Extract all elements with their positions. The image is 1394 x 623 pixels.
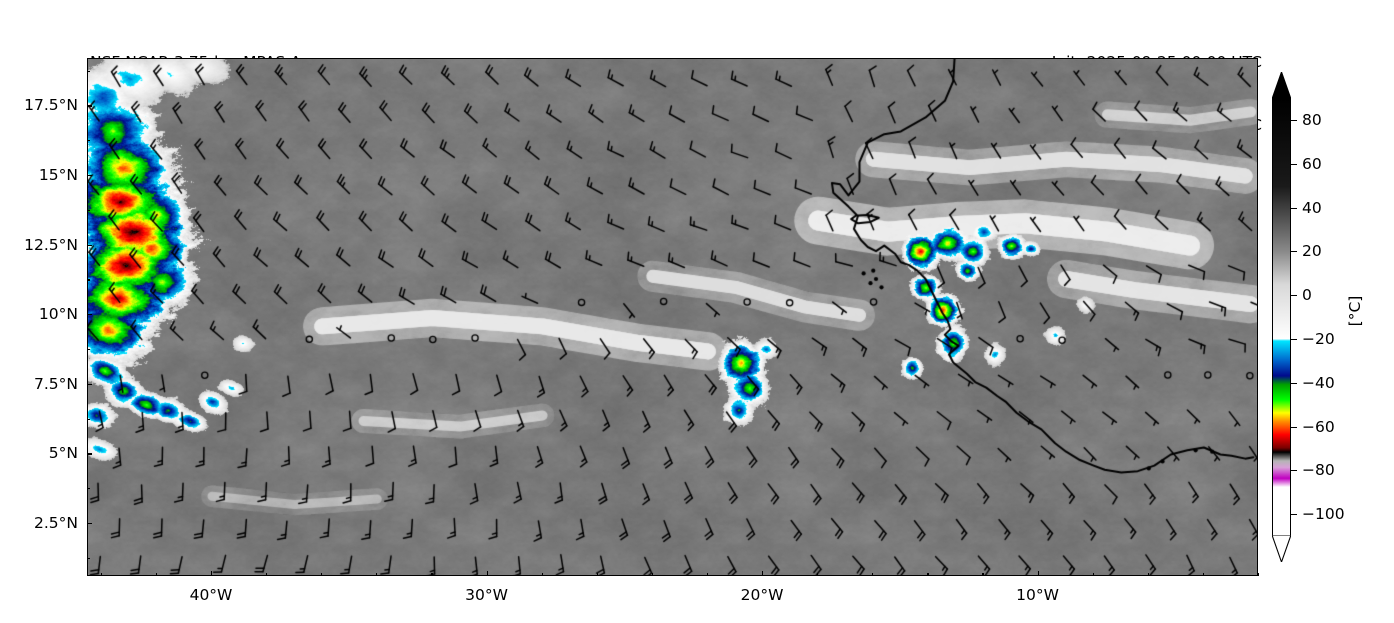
x-tick-label: 30°W [465, 586, 508, 604]
map-axes[interactable] [87, 58, 1258, 576]
y-tick-mark [87, 174, 92, 177]
y-minor-tick-mark [87, 279, 90, 281]
y-tick-label: 2.5°N [34, 514, 78, 533]
ir-brightness-temperature-raster [88, 59, 1257, 575]
colorbar-units-label: [°C] [1346, 295, 1364, 327]
colorbar-tick-mark [1291, 119, 1297, 122]
y-tick-mark [87, 453, 92, 455]
colorbar-tick-label: 60 [1302, 154, 1322, 173]
colorbar-tick-label: −80 [1302, 461, 1335, 480]
x-minor-tick-mark [651, 573, 654, 576]
colorbar-tick-mark [1291, 514, 1297, 516]
colorbar-tick-label: −60 [1302, 417, 1335, 436]
x-tick-mark [486, 571, 488, 576]
colorbar-tick-label: 80 [1302, 110, 1322, 129]
y-minor-tick-mark [87, 418, 90, 420]
colorbar-gradient-body [1272, 98, 1291, 536]
y-minor-tick-mark [87, 349, 90, 351]
y-tick-label: 17.5°N [24, 96, 78, 115]
x-minor-tick-mark [321, 573, 323, 576]
colorbar-extend-max [1271, 70, 1292, 100]
x-minor-tick-mark [1202, 573, 1205, 576]
colorbar-tick-mark [1291, 382, 1297, 384]
y-tick-label: 5°N [48, 444, 78, 463]
colorbar-tick-mark [1291, 426, 1297, 428]
x-minor-tick-mark [1258, 573, 1260, 576]
colorbar-tick-label: −100 [1302, 505, 1345, 524]
x-minor-tick-mark [155, 573, 158, 576]
x-tick-label: 10°W [1016, 586, 1059, 604]
y-tick-label: 12.5°N [24, 235, 78, 254]
x-tick-mark [762, 571, 764, 576]
y-tick-label: 15°N [38, 165, 78, 184]
colorbar-tick-mark [1291, 295, 1297, 297]
colorbar[interactable] [1271, 70, 1292, 564]
y-tick-mark [87, 523, 92, 525]
x-minor-tick-mark [706, 573, 709, 576]
colorbar-tick-mark [1291, 251, 1297, 253]
x-minor-tick-mark [982, 573, 984, 576]
y-minor-tick-mark [87, 70, 90, 72]
x-tick-label: 40°W [189, 586, 233, 604]
x-tick-mark [1037, 571, 1039, 576]
y-minor-tick-mark [87, 140, 90, 142]
x-minor-tick-mark [596, 573, 598, 576]
colorbar-gradient [1273, 99, 1290, 535]
y-tick-mark [87, 383, 92, 386]
x-minor-tick-mark [100, 573, 102, 576]
x-minor-tick-mark [376, 573, 378, 576]
x-minor-tick-mark [927, 573, 929, 576]
colorbar-tick-label: 20 [1302, 242, 1322, 261]
y-tick-mark [87, 314, 92, 316]
colorbar-extend-min [1271, 534, 1292, 564]
x-tick-mark [210, 571, 213, 576]
colorbar-tick-mark [1291, 163, 1297, 165]
y-tick-label: 7.5°N [34, 374, 78, 393]
colorbar-tick-mark [1291, 470, 1297, 472]
y-tick-mark [87, 244, 92, 246]
x-minor-tick-mark [431, 573, 433, 576]
y-minor-tick-mark [87, 488, 90, 490]
y-minor-tick-mark [87, 557, 90, 560]
colorbar-tick-label: 0 [1302, 286, 1312, 305]
x-minor-tick-mark [817, 573, 819, 576]
x-minor-tick-mark [541, 573, 543, 576]
x-minor-tick-mark [1147, 573, 1149, 576]
x-minor-tick-mark [266, 573, 268, 576]
x-tick-label: 20°W [740, 586, 784, 604]
x-minor-tick-mark [872, 573, 874, 576]
y-tick-label: 10°N [38, 305, 78, 324]
colorbar-tick-mark [1291, 338, 1297, 341]
colorbar-tick-label: −20 [1302, 329, 1335, 348]
y-minor-tick-mark [87, 209, 90, 211]
colorbar-tick-mark [1291, 207, 1297, 209]
y-tick-mark [87, 105, 92, 107]
colorbar-tick-label: −40 [1302, 373, 1335, 392]
x-minor-tick-mark [1092, 573, 1094, 576]
colorbar-tick-label: 40 [1302, 198, 1322, 217]
